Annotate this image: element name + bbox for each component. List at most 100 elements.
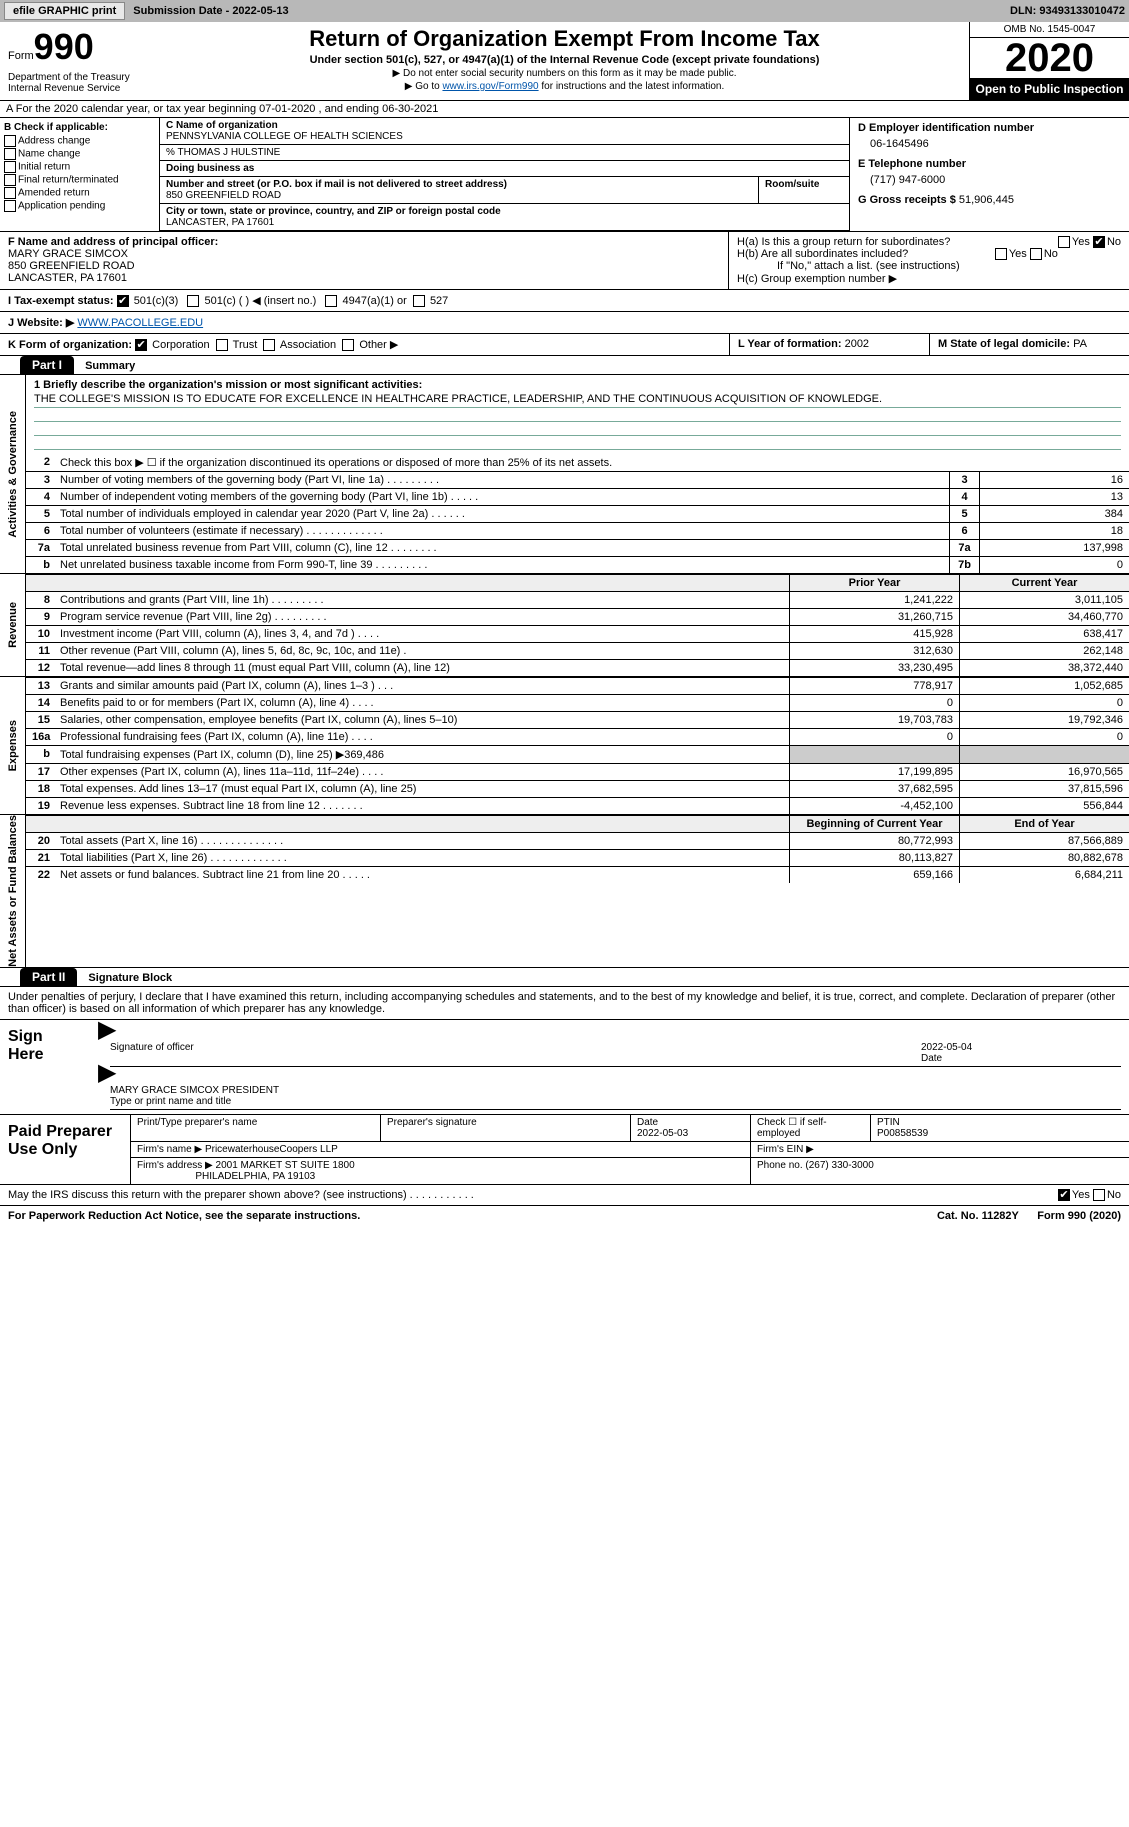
- line-i-tax-exempt: I Tax-exempt status: 501(c)(3) 501(c) ( …: [0, 290, 1129, 312]
- part1-label: Part I: [20, 356, 74, 374]
- chk-501c3[interactable]: [117, 295, 129, 307]
- page-footer: For Paperwork Reduction Act Notice, see …: [0, 1206, 1129, 1226]
- chk-501c[interactable]: [187, 295, 199, 307]
- tel-value: (717) 947-6000: [870, 174, 1121, 186]
- fin-row: 8 Contributions and grants (Part VIII, l…: [26, 591, 1129, 608]
- footer-cat: Cat. No. 11282Y: [937, 1210, 1019, 1222]
- fin-row: 12 Total revenue—add lines 8 through 11 …: [26, 659, 1129, 676]
- officer-name: MARY GRACE SIMCOX: [8, 248, 128, 260]
- state-domicile: PA: [1073, 338, 1087, 350]
- arrow-icon: ▶: [98, 1016, 116, 1043]
- fin-row: 10 Investment income (Part VIII, column …: [26, 625, 1129, 642]
- ein-value: 06-1645496: [870, 138, 1121, 150]
- prep-h4: Check ☐ if self-employed: [750, 1115, 870, 1141]
- firm-name: PricewaterhouseCoopers LLP: [205, 1144, 338, 1155]
- submission-date: Submission Date - 2022-05-13: [133, 5, 288, 17]
- chk-address-change[interactable]: Address change: [4, 135, 155, 147]
- form-label: Form: [8, 50, 34, 62]
- section-k-l-m: K Form of organization: Corporation Trus…: [0, 334, 1129, 356]
- website-link[interactable]: WWW.PACOLLEGE.EDU: [77, 317, 203, 329]
- open-to-public: Open to Public Inspection: [970, 78, 1129, 100]
- chk-other[interactable]: [342, 339, 354, 351]
- chk-discuss-yes[interactable]: [1058, 1189, 1070, 1201]
- form-title: Return of Organization Exempt From Incom…: [164, 26, 965, 52]
- fin-row: 15 Salaries, other compensation, employe…: [26, 711, 1129, 728]
- paid-preparer-row: Paid Preparer Use Only Print/Type prepar…: [0, 1115, 1129, 1185]
- fin-row: 16a Professional fundraising fees (Part …: [26, 728, 1129, 745]
- vtab-expenses: Expenses: [0, 677, 26, 814]
- arrow-icon: ▶: [98, 1059, 116, 1086]
- sig-officer-label: Signature of officer: [110, 1042, 921, 1064]
- title-block: Return of Organization Exempt From Incom…: [160, 22, 969, 100]
- chk-final-return[interactable]: Final return/terminated: [4, 174, 155, 186]
- b-heading: B Check if applicable:: [4, 122, 155, 133]
- mission-text: THE COLLEGE'S MISSION IS TO EDUCATE FOR …: [34, 391, 1121, 408]
- line-j-website: J Website: ▶ WWW.PACOLLEGE.EDU: [0, 312, 1129, 334]
- prep-h3: Date: [637, 1117, 658, 1128]
- gov-row: b Net unrelated business taxable income …: [26, 556, 1129, 573]
- city-label: City or town, state or province, country…: [166, 206, 501, 217]
- chk-trust[interactable]: [216, 339, 228, 351]
- chk-4947[interactable]: [325, 295, 337, 307]
- top-toolbar: efile GRAPHIC print Submission Date - 20…: [0, 0, 1129, 22]
- fin-row: 18 Total expenses. Add lines 13–17 (must…: [26, 780, 1129, 797]
- part2-label: Part II: [20, 968, 77, 986]
- line-a-tax-year: A For the 2020 calendar year, or tax yea…: [0, 101, 1129, 118]
- care-of: % THOMAS J HULSTINE: [160, 145, 849, 161]
- hd-current-year: Current Year: [959, 575, 1129, 591]
- chk-initial-return[interactable]: Initial return: [4, 161, 155, 173]
- prep-h5: PTIN: [877, 1117, 900, 1128]
- footer-right: Form 990 (2020): [1037, 1210, 1121, 1222]
- discuss-line: May the IRS discuss this return with the…: [0, 1185, 1129, 1206]
- sig-name: MARY GRACE SIMCOX PRESIDENT: [110, 1085, 279, 1096]
- tax-year: 2020: [970, 38, 1129, 78]
- prep-h1: Print/Type preparer's name: [130, 1115, 380, 1141]
- prep-label: Paid Preparer Use Only: [0, 1115, 130, 1184]
- fin-row: 21 Total liabilities (Part X, line 26) .…: [26, 849, 1129, 866]
- chk-name-change[interactable]: Name change: [4, 148, 155, 160]
- fin-row: 11 Other revenue (Part VIII, column (A),…: [26, 642, 1129, 659]
- chk-discuss-no[interactable]: [1093, 1189, 1105, 1201]
- vtab-revenue: Revenue: [0, 574, 26, 676]
- c-name-label: C Name of organization: [166, 120, 278, 131]
- fin-row: 19 Revenue less expenses. Subtract line …: [26, 797, 1129, 814]
- f-label: F Name and address of principal officer:: [8, 236, 218, 248]
- col-h-group: H(a) Is this a group return for subordin…: [729, 232, 1129, 289]
- org-name: PENNSYLVANIA COLLEGE OF HEALTH SCIENCES: [166, 131, 403, 142]
- gov-row: 5 Total number of individuals employed i…: [26, 505, 1129, 522]
- gov-row: 7a Total unrelated business revenue from…: [26, 539, 1129, 556]
- perjury-declaration: Under penalties of perjury, I declare th…: [0, 987, 1129, 1020]
- col-b-checkboxes: B Check if applicable: Address change Na…: [0, 118, 160, 231]
- fin-row: 13 Grants and similar amounts paid (Part…: [26, 677, 1129, 694]
- ha-label: H(a) Is this a group return for subordin…: [737, 236, 950, 248]
- summary-net-assets: Net Assets or Fund Balances Beginning of…: [0, 815, 1129, 968]
- fin-row: 9 Program service revenue (Part VIII, li…: [26, 608, 1129, 625]
- dln-label: DLN: 93493133010472: [1010, 5, 1125, 17]
- form-number: 990: [34, 26, 94, 67]
- hc-label: H(c) Group exemption number ▶: [737, 272, 1121, 285]
- note-ssn: ▶ Do not enter social security numbers o…: [164, 68, 965, 79]
- mission-label: 1 Briefly describe the organization's mi…: [34, 379, 422, 391]
- gov-row: 3 Number of voting members of the govern…: [26, 471, 1129, 488]
- hd-end-year: End of Year: [959, 816, 1129, 832]
- vtab-governance: Activities & Governance: [0, 375, 26, 573]
- chk-association[interactable]: [263, 339, 275, 351]
- firm-addr1: 2001 MARKET ST SUITE 1800: [216, 1160, 355, 1171]
- chk-corporation[interactable]: [135, 339, 147, 351]
- form-number-block: Form990 Department of the Treasury Inter…: [0, 22, 160, 100]
- gross-value: 51,906,445: [959, 194, 1014, 206]
- form-subtitle: Under section 501(c), 527, or 4947(a)(1)…: [164, 54, 965, 66]
- firm-phone: (267) 330-3000: [805, 1160, 873, 1171]
- chk-amended[interactable]: Amended return: [4, 187, 155, 199]
- part1-header: Part I Summary: [0, 356, 1129, 375]
- hb-label: H(b) Are all subordinates included?: [737, 248, 908, 260]
- col-c-org-info: C Name of organization PENNSYLVANIA COLL…: [160, 118, 849, 231]
- chk-application-pending[interactable]: Application pending: [4, 200, 155, 212]
- efile-print-button[interactable]: efile GRAPHIC print: [4, 2, 125, 20]
- city-state-zip: LANCASTER, PA 17601: [166, 217, 274, 228]
- hd-prior-year: Prior Year: [789, 575, 959, 591]
- irs-link[interactable]: www.irs.gov/Form990: [442, 81, 538, 92]
- chk-527[interactable]: [413, 295, 425, 307]
- year-formation: 2002: [845, 338, 869, 350]
- officer-addr2: LANCASTER, PA 17601: [8, 272, 127, 284]
